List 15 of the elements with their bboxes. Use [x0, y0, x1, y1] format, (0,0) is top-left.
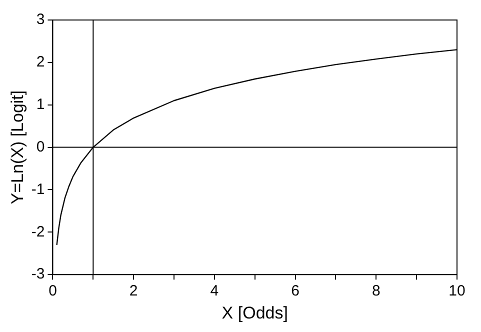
y-tick-label: 1 [36, 96, 45, 114]
y-tick-label: -3 [31, 266, 45, 283]
x-axis-title: X [Odds] [222, 303, 288, 322]
x-tick-label: 2 [129, 282, 138, 300]
y-tick-label: 0 [36, 138, 45, 156]
y-tick-label: 3 [36, 11, 45, 28]
x-tick-label: 4 [210, 282, 219, 300]
y-tick-label: -2 [31, 223, 45, 240]
y-tick-label: -1 [31, 180, 45, 198]
y-axis-title: Y=Ln(X) [Logit] [8, 90, 27, 204]
x-tick-label: 0 [48, 282, 57, 300]
x-tick-label: 8 [372, 282, 380, 300]
y-tick-label: 2 [36, 54, 45, 71]
x-tick-label: 6 [291, 282, 300, 300]
x-tick-label: 10 [448, 282, 466, 300]
